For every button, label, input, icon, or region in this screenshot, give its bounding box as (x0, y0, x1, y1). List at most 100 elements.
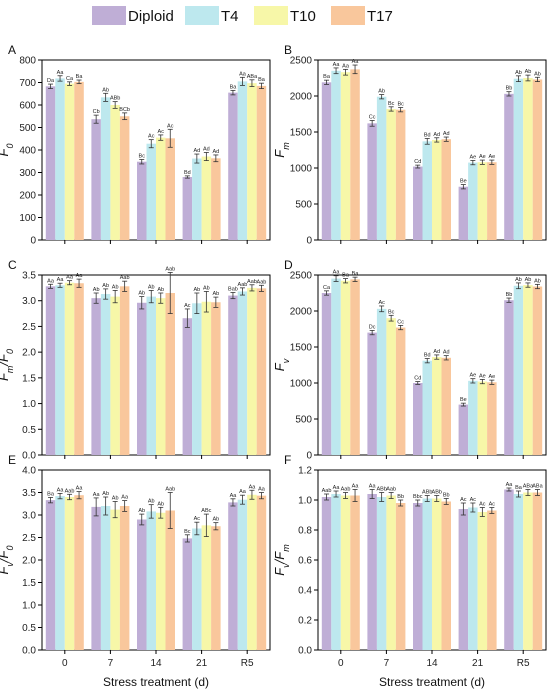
bar-diploid-7 (91, 506, 101, 650)
bar-t10-R5 (523, 285, 533, 455)
bar-t4-R5 (513, 78, 524, 240)
bar-diploid-21 (182, 318, 193, 455)
significance-label: Bd (424, 132, 431, 138)
y-axis-label-main: F (272, 149, 287, 158)
bar-t17-R5 (532, 492, 543, 650)
bar-diploid-14 (137, 302, 147, 455)
y-tick-label: 2000 (290, 92, 313, 103)
bar-t10-0 (64, 83, 75, 240)
bar-diploid-21 (182, 538, 193, 650)
significance-label: Ac (148, 134, 155, 140)
bar-t4-21 (192, 158, 202, 240)
significance-label: Aab (165, 487, 175, 493)
chart-panel-A: A0100200300400500600700800F0DaAaCaBaCbAb… (0, 43, 271, 247)
y-tick-label: 2000 (290, 307, 313, 318)
significance-label: Ab (93, 287, 100, 293)
bar-t10-14 (156, 137, 166, 240)
significance-label: Ab (102, 283, 109, 289)
significance-label: Bc (397, 102, 404, 108)
bar-t4-R5 (237, 81, 248, 240)
bar-diploid-14 (413, 166, 423, 240)
significance-label: Aa (57, 487, 65, 493)
significance-label: Bab (228, 286, 238, 292)
y-tick-label: 500 (295, 415, 312, 426)
bar-t4-0 (55, 78, 65, 240)
significance-label: Ca (66, 76, 74, 82)
bar-diploid-14 (137, 161, 147, 240)
y-tick-label: 300 (19, 168, 36, 179)
bar-t10-14 (432, 498, 442, 650)
bar-t4-0 (331, 494, 341, 650)
significance-label: Ba (352, 271, 360, 277)
significance-label: Ba (230, 84, 238, 90)
significance-label: Aa (258, 487, 266, 493)
bar-diploid-7 (91, 119, 101, 240)
y-tick-label: 0.2 (298, 616, 312, 627)
y-axis-label-denom-sub: 0 (5, 349, 15, 354)
bar-t10-7 (386, 495, 396, 650)
y-tick-label: 1500 (290, 343, 313, 354)
y-tick-label: 0.0 (298, 646, 312, 657)
x-tick-label: 14 (150, 658, 162, 669)
significance-label: Aa (333, 270, 341, 276)
y-tick-label: 1.5 (22, 373, 36, 384)
bar-t17-R5 (532, 79, 543, 240)
bar-t4-0 (331, 70, 341, 240)
y-tick-label: 700 (19, 78, 36, 89)
y-tick-label: 3.5 (22, 488, 36, 499)
significance-label: Ac (184, 303, 191, 309)
bar-t17-14 (441, 139, 451, 240)
x-tick-label: 7 (384, 658, 390, 669)
bar-diploid-21 (458, 186, 469, 240)
significance-label: ABb (376, 487, 386, 493)
bar-t17-21 (211, 302, 221, 455)
y-axis-label-main: F (0, 147, 11, 156)
significance-label: Bc (139, 153, 146, 159)
significance-label: Ac (158, 129, 165, 135)
bar-t17-R5 (256, 288, 267, 455)
y-tick-label: 2.0 (22, 348, 36, 359)
significance-label: Aab (120, 275, 130, 281)
significance-label: Cb (93, 109, 100, 115)
significance-label: Ac (479, 502, 486, 508)
bar-t17-0 (74, 495, 84, 650)
significance-label: Aa (333, 62, 341, 68)
significance-label: Ac (378, 300, 385, 306)
y-tick-label: 500 (295, 200, 312, 211)
bar-t10-R5 (523, 78, 533, 240)
significance-label: Ca (323, 285, 331, 291)
bar-t10-21 (477, 512, 488, 650)
chart-panel-E: E0.00.51.01.52.02.53.03.54.0Fv/F00BaAaAa… (0, 453, 271, 689)
bar-diploid-0 (321, 497, 332, 650)
significance-label: Aa (369, 484, 377, 490)
legend-label-3: T17 (367, 8, 393, 25)
bar-diploid-7 (367, 123, 377, 240)
bar-t4-21 (192, 528, 202, 650)
significance-label: Ab (203, 285, 210, 291)
y-tick-label: 3.5 (22, 271, 36, 282)
x-tick-label: 21 (472, 658, 484, 669)
y-axis-label-sub: m (5, 365, 15, 373)
y-axis-label: Fv/F0 (0, 545, 15, 574)
bar-t10-7 (386, 318, 396, 455)
significance-label: Ba (323, 74, 331, 80)
legend-label-0: Diploid (128, 8, 174, 25)
significance-label: Ab (534, 278, 541, 284)
significance-label: Aa (230, 493, 238, 499)
bar-diploid-21 (458, 404, 469, 455)
significance-label: Aab (65, 488, 75, 494)
y-axis-label-denom-sub: 0 (5, 545, 15, 550)
bar-diploid-R5 (228, 92, 238, 240)
bar-t17-21 (487, 382, 497, 455)
bar-t10-R5 (247, 494, 257, 650)
significance-label: Ab (515, 70, 522, 76)
bar-t17-0 (350, 279, 360, 455)
significance-label: Ae (469, 154, 476, 160)
bar-t4-14 (146, 296, 156, 455)
significance-label: Aa (121, 495, 129, 501)
significance-label: Ba (515, 485, 523, 491)
significance-label: Ba (342, 273, 350, 279)
bar-t17-14 (165, 138, 175, 240)
y-axis-label-denom: /F (0, 353, 11, 367)
significance-label: ABa (532, 484, 543, 490)
